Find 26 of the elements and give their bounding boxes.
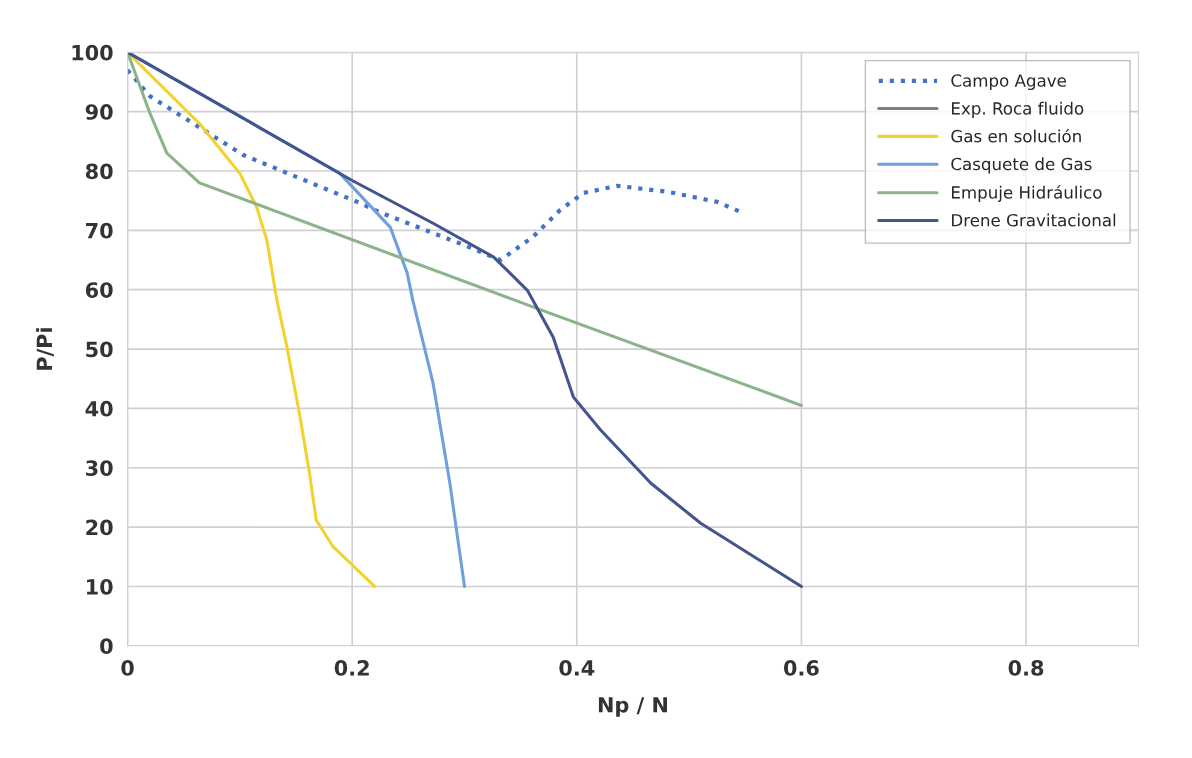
- legend-label: Gas en solución: [951, 128, 1081, 143]
- legend-label: Campo Agave: [951, 74, 1066, 91]
- legend-label: Drene Gravitacional: [952, 213, 1116, 227]
- y-tick-label: 80: [85, 163, 113, 180]
- x-tick-label: 0.6: [783, 660, 819, 676]
- x-axis-title: Np / N: [598, 697, 667, 717]
- y-tick-label: 40: [85, 400, 113, 417]
- y-tick-label: 20: [86, 519, 113, 536]
- y-tick-label: 50: [86, 341, 113, 358]
- y-axis-title: P/Pi: [36, 328, 54, 370]
- y-tick-label: 30: [86, 460, 113, 476]
- x-tick-label: 0: [121, 660, 134, 676]
- x-tick-label: 0.4: [559, 660, 595, 676]
- y-tick-label: 70: [86, 222, 113, 239]
- y-tick-label: 90: [85, 104, 113, 120]
- y-tick-label: 100: [72, 44, 113, 61]
- x-tick-label: 0.2: [334, 660, 369, 676]
- legend-label: Empuje Hidráulico: [952, 185, 1102, 202]
- y-tick-label: 10: [87, 578, 113, 595]
- y-tick-label: 0: [100, 638, 113, 655]
- y-tick-label: 60: [85, 282, 113, 298]
- x-tick-label: 0.8: [1008, 660, 1044, 676]
- line-series: [127, 52, 803, 407]
- legend-label: Casquete de Gas: [951, 157, 1092, 174]
- legend-label: Exp. Roca fluido: [952, 101, 1084, 118]
- line-series: [127, 52, 803, 588]
